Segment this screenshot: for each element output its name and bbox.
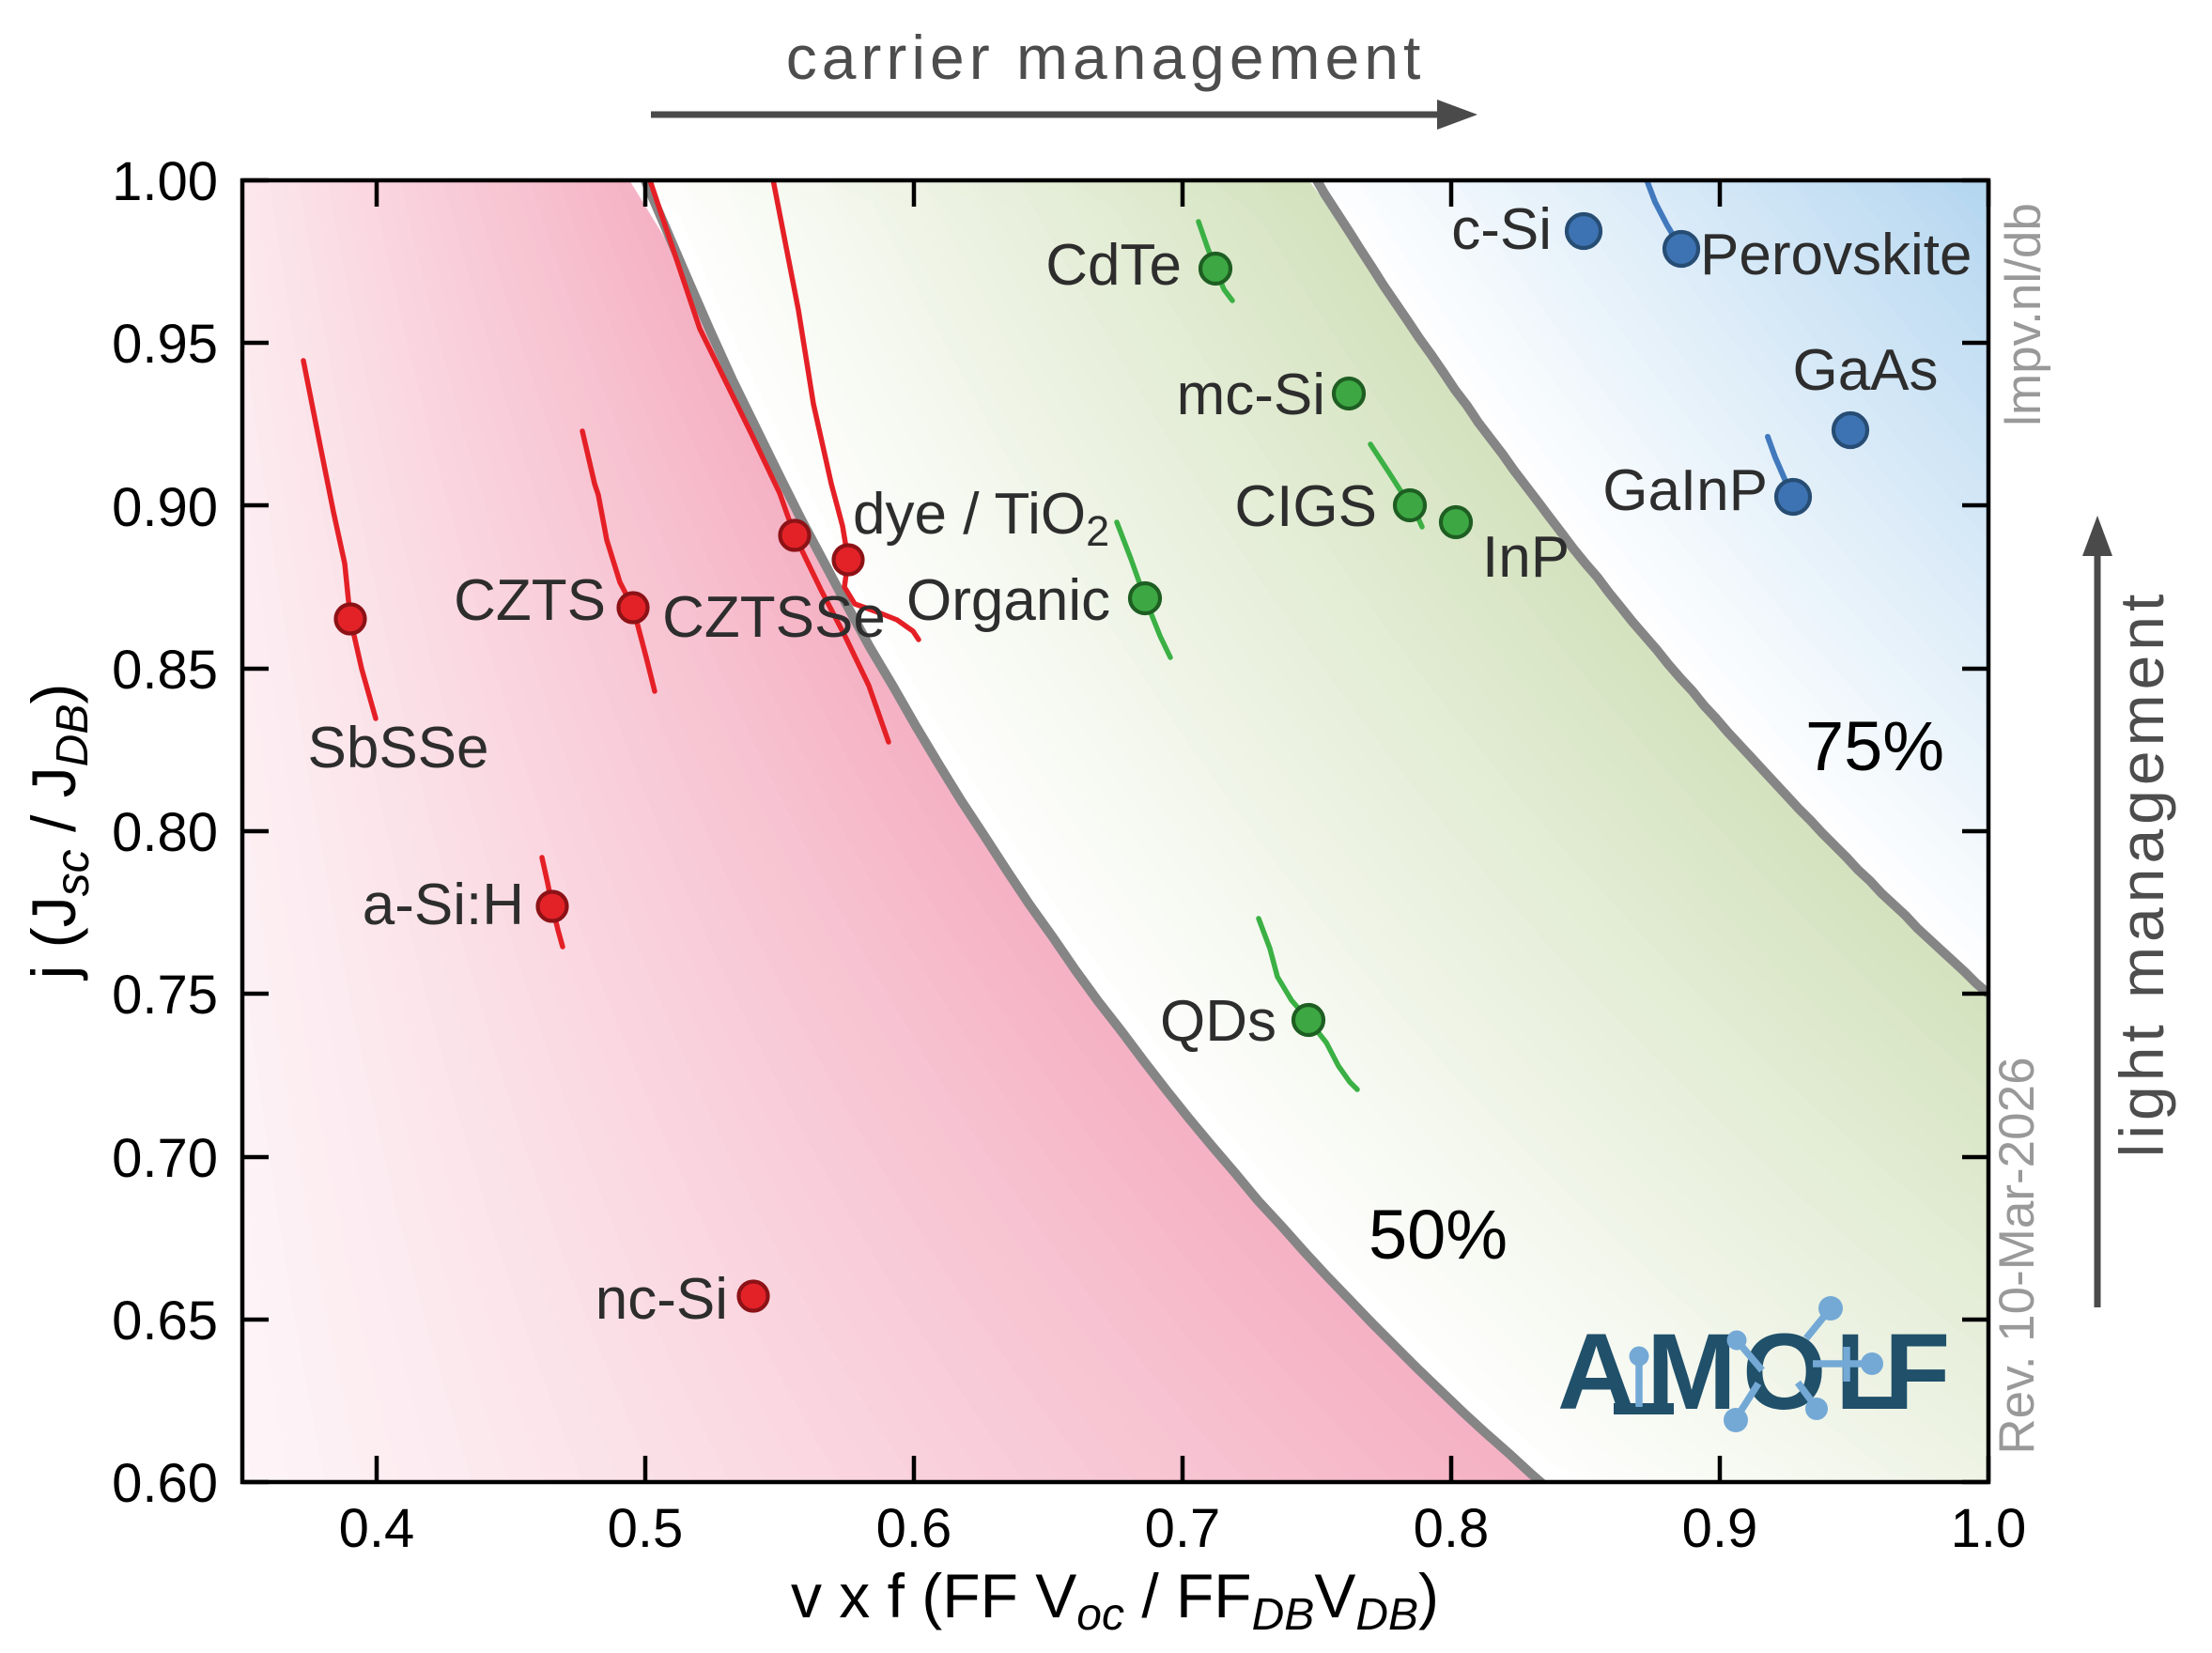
svg-text:0.95: 0.95 xyxy=(112,314,218,375)
svg-text:Organic: Organic xyxy=(906,568,1110,633)
svg-text:Rev. 10-Mar-2026: Rev. 10-Mar-2026 xyxy=(1989,1057,2045,1454)
svg-text:carrier management: carrier management xyxy=(786,23,1426,92)
svg-text:InP: InP xyxy=(1482,525,1570,590)
svg-text:CZTSSe: CZTSSe xyxy=(662,585,886,650)
svg-text:CIGS: CIGS xyxy=(1234,474,1377,539)
svg-text:0.90: 0.90 xyxy=(112,477,218,538)
svg-text:0.4: 0.4 xyxy=(339,1498,415,1559)
svg-text:GaInP: GaInP xyxy=(1602,458,1768,523)
svg-text:0.70: 0.70 xyxy=(112,1128,218,1189)
svg-text:0.8: 0.8 xyxy=(1414,1498,1490,1559)
svg-text:0.60: 0.60 xyxy=(112,1453,218,1514)
svg-text:75%: 75% xyxy=(1805,707,1944,785)
svg-text:50%: 50% xyxy=(1369,1196,1508,1274)
svg-text:Perovskite: Perovskite xyxy=(1700,223,1972,287)
svg-text:nc-Si: nc-Si xyxy=(596,1267,728,1332)
svg-text:0.75: 0.75 xyxy=(112,965,218,1026)
svg-text:CZTS: CZTS xyxy=(454,568,606,633)
svg-text:0.7: 0.7 xyxy=(1145,1498,1221,1559)
svg-text:0.85: 0.85 xyxy=(112,640,218,701)
svg-text:lmpv.nl/db: lmpv.nl/db xyxy=(1996,203,2051,426)
svg-text:CdTe: CdTe xyxy=(1045,233,1182,298)
svg-text:SbSSe: SbSSe xyxy=(307,716,488,780)
svg-text:0.5: 0.5 xyxy=(608,1498,684,1559)
svg-text:1.00: 1.00 xyxy=(112,151,218,212)
svg-text:dye / TiO2: dye / TiO2 xyxy=(853,482,1109,555)
svg-text:0.6: 0.6 xyxy=(876,1498,952,1559)
svg-text:0.65: 0.65 xyxy=(112,1290,218,1352)
svg-text:0.9: 0.9 xyxy=(1682,1498,1758,1559)
svg-text:light management: light management xyxy=(2107,590,2176,1158)
svg-text:0.80: 0.80 xyxy=(112,802,218,863)
svg-text:1.0: 1.0 xyxy=(1951,1498,2027,1559)
svg-text:a-Si:H: a-Si:H xyxy=(363,873,524,937)
svg-text:mc-Si: mc-Si xyxy=(1177,363,1325,427)
svg-text:GaAs: GaAs xyxy=(1792,338,1938,403)
svg-text:F: F xyxy=(1884,1312,1950,1432)
svg-text:QDs: QDs xyxy=(1160,989,1276,1054)
svg-text:c-Si: c-Si xyxy=(1451,197,1552,262)
